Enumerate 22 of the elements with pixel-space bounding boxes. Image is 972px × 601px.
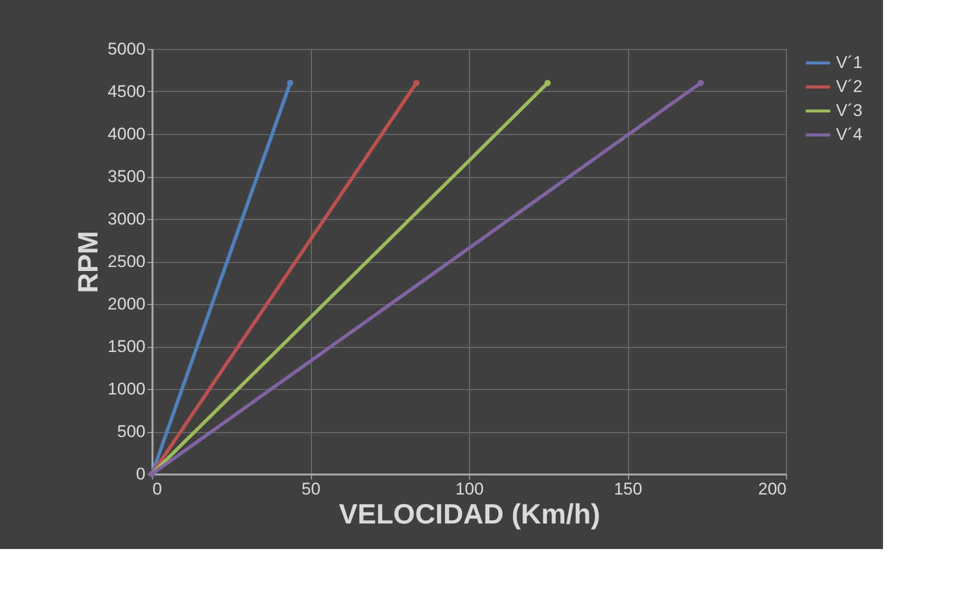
y-tick-label: 4000 [108,124,146,144]
x-tick-label: 50 [302,480,320,498]
y-tick-label: 5000 [108,40,146,58]
x-tick-label: 0 [152,480,162,498]
legend-label: V´3 [836,101,862,120]
legend-label: V´4 [836,125,862,144]
y-tick-label: 3500 [108,167,146,186]
y-tick-label: 4500 [108,82,146,101]
x-axis-title: VELOCIDAD (Km/h) [338,498,600,530]
x-tick-label: 100 [455,480,484,498]
y-tick-label: 2000 [108,294,146,314]
legend-label: V´1 [836,53,862,72]
y-tick-label: 1500 [108,337,146,356]
y-tick-label: 2500 [108,252,146,271]
y-tick-label: 3000 [108,210,146,228]
y-tick-label: 500 [117,422,146,441]
x-tick-label: 150 [614,480,642,498]
x-tick-label: 200 [758,480,786,498]
y-tick-label: 1000 [108,380,146,398]
y-tick-label: 0 [136,464,146,484]
y-axis-title: RPM [72,230,104,294]
legend-label: V´2 [836,77,862,96]
